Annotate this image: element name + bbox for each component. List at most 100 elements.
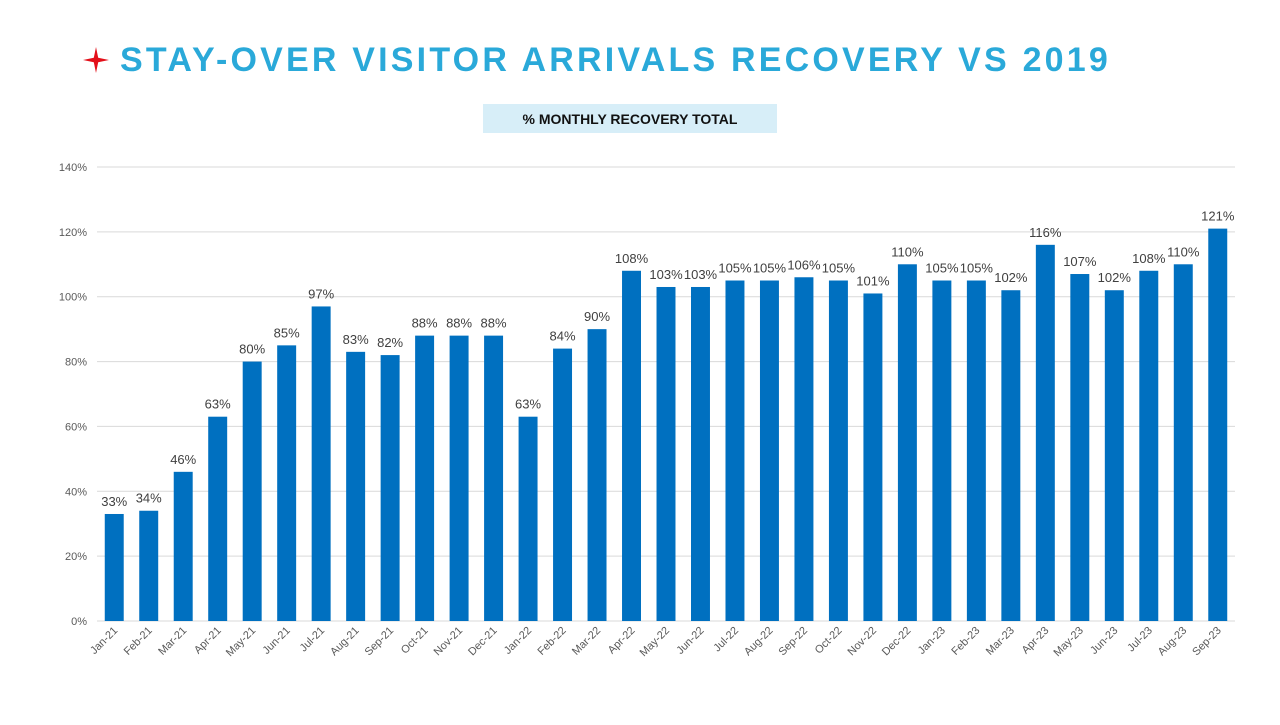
bar-oct-21	[415, 335, 435, 621]
x-tick-label: Jun-21	[261, 625, 293, 657]
data-label: 80%	[239, 342, 265, 357]
bar-jul-22	[725, 280, 745, 621]
bar-mar-23	[1001, 290, 1021, 621]
x-tick-label: Dec-21	[466, 625, 500, 659]
data-label: 83%	[343, 332, 369, 347]
data-label: 85%	[274, 325, 300, 340]
y-tick-label: 120%	[59, 227, 87, 239]
bar-nov-22	[863, 293, 883, 621]
bar-nov-21	[449, 335, 469, 621]
bar-oct-22	[828, 280, 848, 621]
x-tick-label: Jan-23	[916, 625, 948, 657]
page-title: STAY-OVER VISITOR ARRIVALS RECOVERY VS 2…	[120, 40, 1112, 79]
bar-jun-22	[691, 286, 710, 621]
y-axis-ticks: 0% 20% 40% 60% 80% 100% 120% 140%	[59, 162, 87, 628]
bar-may-21	[242, 361, 262, 621]
bar-mar-21	[173, 471, 193, 621]
data-label: 105%	[960, 261, 994, 276]
data-label: 90%	[584, 309, 610, 324]
y-tick-label: 40%	[65, 486, 87, 498]
data-label: 105%	[925, 261, 959, 276]
bar-jan-23	[932, 280, 952, 621]
data-label: 88%	[412, 316, 438, 331]
data-label: 105%	[753, 261, 787, 276]
data-label: 101%	[856, 273, 890, 288]
x-tick-label: Apr-21	[192, 625, 224, 657]
x-tick-label: Mar-23	[984, 625, 1017, 658]
bar-jul-21	[311, 306, 331, 621]
data-label: 110%	[1167, 244, 1200, 259]
x-axis-ticks: Jan-21 Feb-21 Mar-21 Apr-21 May-21 Jun-21 Jul-…	[88, 625, 1224, 659]
data-label: 46%	[170, 452, 196, 467]
x-tick-label: Feb-21	[122, 625, 155, 658]
bar-aug-23	[1173, 264, 1193, 621]
data-label: 84%	[550, 329, 576, 344]
x-tick-label: Oct-21	[399, 625, 431, 657]
chart-subtitle: % MONTHLY RECOVERY TOTAL	[483, 104, 777, 133]
data-label: 105%	[822, 261, 856, 276]
bar-jun-21	[277, 345, 297, 621]
bar-aug-22	[759, 280, 779, 621]
data-label: 102%	[994, 270, 1028, 285]
x-tick-label: Jun-22	[674, 625, 706, 657]
bar-jan-21	[104, 513, 124, 621]
slide-title: STAY-OVER VISITOR ARRIVALS RECOVERY VS 2…	[82, 38, 1111, 82]
data-label: 33%	[101, 494, 127, 509]
x-tick-label: Dec-22	[880, 625, 914, 659]
x-tick-label: Jul-23	[1125, 625, 1155, 655]
bar-jul-23	[1139, 270, 1159, 621]
red-star-icon	[83, 47, 109, 73]
data-label: 121%	[1201, 209, 1235, 224]
x-tick-label: Aug-21	[328, 625, 362, 659]
y-tick-label: 20%	[65, 551, 87, 563]
data-label: 34%	[136, 491, 162, 506]
x-tick-label: Jul-22	[711, 625, 741, 655]
data-label: 105%	[718, 261, 752, 276]
bar-feb-23	[966, 280, 986, 621]
bar-apr-22	[622, 270, 641, 621]
bar-dec-22	[897, 264, 917, 621]
x-tick-label: May-23	[1052, 625, 1086, 659]
x-tick-label: Jul-21	[298, 625, 328, 655]
x-tick-label: Feb-22	[536, 625, 569, 658]
data-label: 102%	[1098, 270, 1132, 285]
bar-jan-22	[518, 416, 538, 621]
data-label: 97%	[308, 286, 334, 301]
data-label: 63%	[515, 397, 541, 412]
data-label: 88%	[446, 316, 472, 331]
y-tick-label: 60%	[65, 421, 87, 433]
x-tick-label: Apr-23	[1020, 625, 1052, 657]
bars	[104, 228, 1228, 622]
bar-mar-22	[587, 329, 607, 621]
x-tick-label: Nov-21	[432, 625, 466, 659]
x-tick-label: Sep-23	[1190, 625, 1224, 659]
x-tick-label: Feb-23	[949, 625, 982, 658]
data-label: 106%	[787, 257, 821, 272]
y-tick-label: 100%	[59, 292, 87, 304]
bar-sep-21	[380, 355, 400, 621]
x-tick-label: Mar-22	[570, 625, 603, 658]
x-tick-label: Sep-21	[363, 625, 397, 659]
x-tick-label: Jan-21	[88, 625, 120, 657]
data-label: 88%	[481, 316, 507, 331]
bar-sep-22	[794, 277, 814, 621]
data-labels: 33% 34% 46% 63% 80% 85% 97% 83% 82% 88% 88% 88% 63% 8…	[101, 209, 1235, 509]
x-tick-label: Apr-22	[606, 625, 638, 657]
bar-apr-23	[1035, 244, 1055, 622]
bar-jun-23	[1104, 290, 1124, 621]
x-tick-label: May-22	[638, 625, 672, 659]
data-label: 116%	[1029, 225, 1062, 240]
bar-sep-23	[1208, 228, 1228, 621]
bar-aug-21	[346, 351, 366, 621]
x-tick-label: Jan-22	[502, 625, 534, 657]
bar-dec-21	[484, 335, 504, 621]
bar-may-22	[656, 286, 676, 621]
data-label: 82%	[377, 335, 403, 350]
x-tick-label: May-21	[224, 625, 258, 659]
x-tick-label: Oct-22	[813, 625, 845, 657]
x-tick-label: Aug-22	[742, 625, 776, 659]
bar-may-23	[1070, 274, 1090, 621]
x-tick-label: Nov-22	[845, 625, 879, 659]
y-tick-label: 0%	[71, 616, 87, 628]
